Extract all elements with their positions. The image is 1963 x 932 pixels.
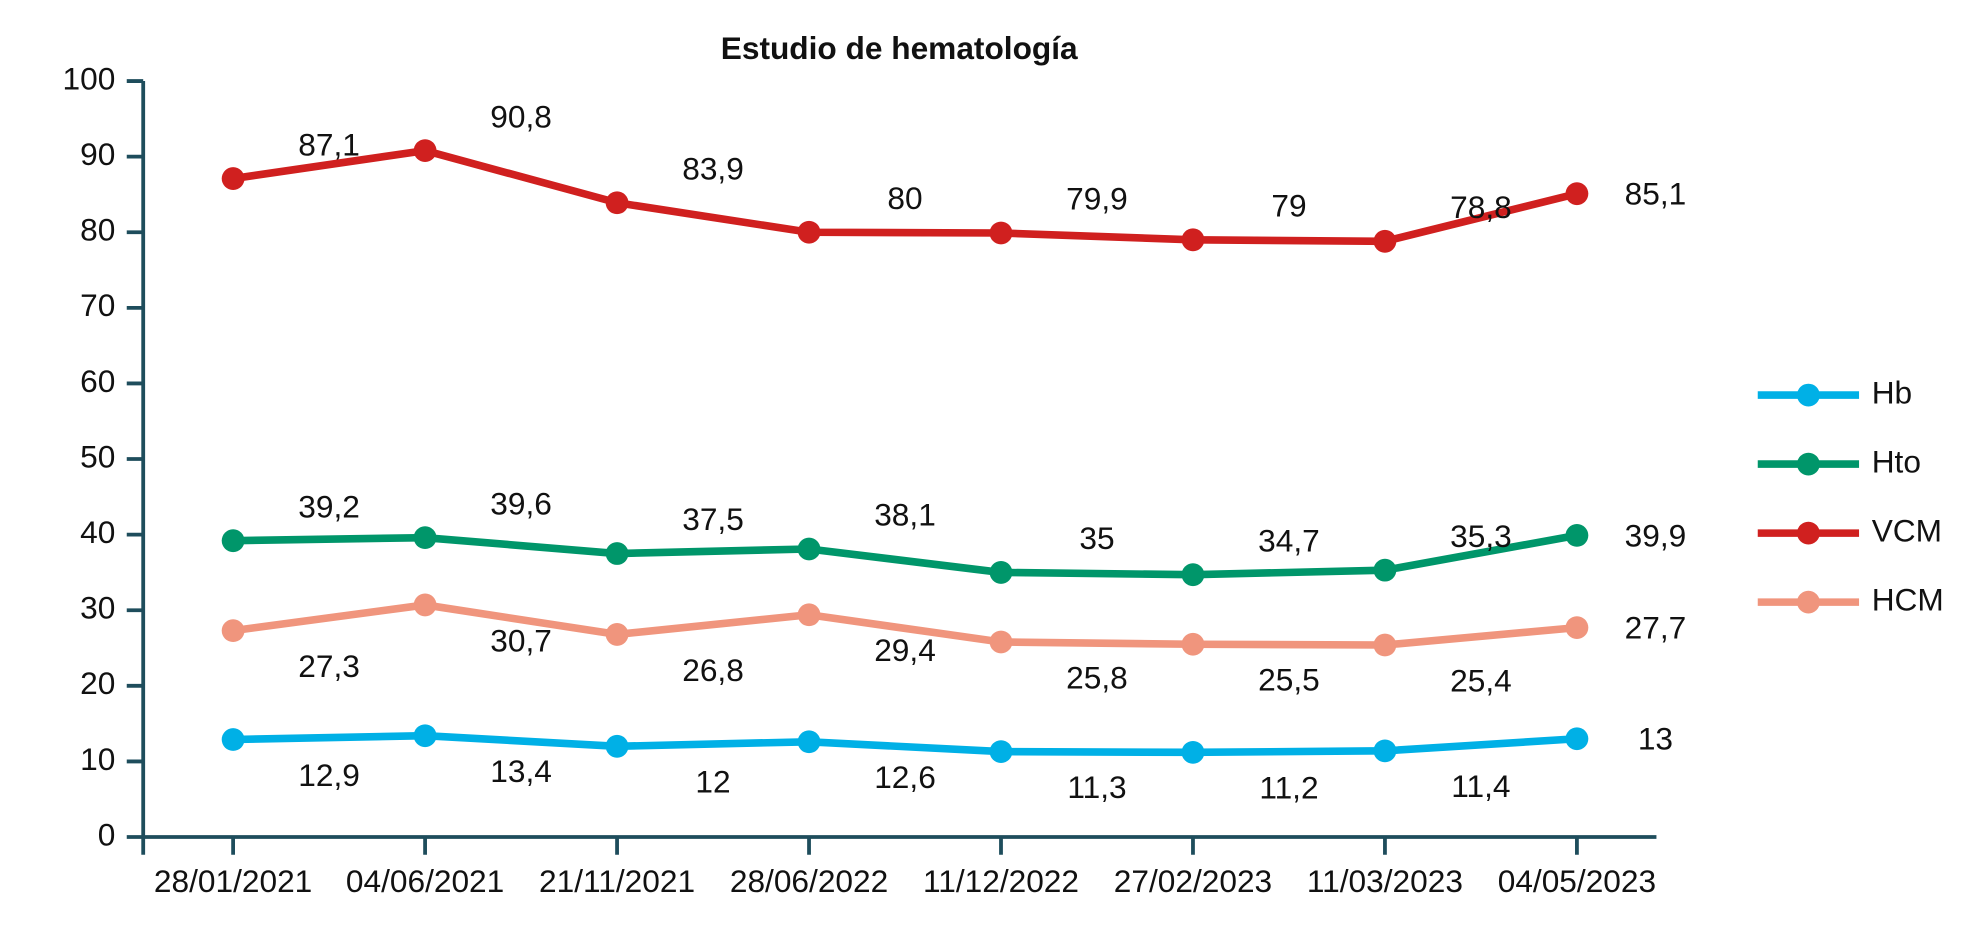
point [797,730,821,754]
data-label: 80 [887,180,922,216]
y-tick-label: 50 [80,438,115,474]
data-label: 12,9 [298,757,360,793]
point [221,529,245,553]
point [1565,523,1589,547]
point [797,220,821,244]
legend-marker [1797,590,1820,614]
point [1181,228,1205,252]
point [1565,727,1589,751]
data-label: 12 [695,764,730,800]
x-tick-label: 11/03/2023 [1307,863,1463,899]
point [1565,182,1589,206]
series-line [232,146,1578,246]
point [797,603,821,627]
point [1181,740,1205,764]
legend-marker [1797,452,1820,476]
y-tick-label: 80 [80,212,115,248]
data-label: 79,9 [1066,181,1128,217]
point [605,191,629,215]
point [1181,563,1205,587]
point [989,630,1013,654]
point [605,734,629,758]
data-label: 29,4 [874,632,936,668]
x-tick-label: 28/01/2021 [154,863,312,899]
data-label: 30,7 [490,622,552,658]
y-tick-label: 60 [80,363,115,399]
data-label: 78,8 [1450,189,1512,225]
data-label: 13 [1638,721,1673,757]
series-line [233,731,1578,757]
point [797,537,821,561]
x-tick-label: 04/05/2023 [1498,863,1656,899]
x-tick-label: 11/12/2022 [923,863,1079,899]
data-label: 39,9 [1625,517,1687,553]
legend-marker [1797,521,1820,545]
data-label: 35,3 [1450,518,1512,554]
data-label: 39,2 [298,488,360,524]
data-label: 39,6 [490,485,552,521]
point [221,728,245,751]
point [221,167,245,190]
point [413,139,437,162]
legend-marker [1797,383,1820,407]
point [1373,558,1397,582]
point [989,561,1013,584]
data-label: 79 [1271,188,1306,224]
data-label: 83,9 [682,150,744,186]
y-tick-label: 10 [80,741,115,777]
data-label: 85,1 [1625,176,1687,212]
data-label: 11,3 [1067,769,1126,805]
data-label: 90,8 [490,98,552,134]
point [605,623,629,646]
data-label: 12,6 [874,759,936,795]
legend-label: HCM [1872,581,1944,617]
data-label: 87,1 [298,126,360,162]
point [605,542,629,565]
point [989,740,1013,763]
y-tick-label: 20 [80,665,115,701]
data-label: 26,8 [682,652,744,688]
x-tick-label: 21/11/2021 [539,863,695,899]
y-tick-label: 30 [80,590,115,626]
x-tick-label: 27/02/2023 [1114,863,1272,899]
data-label: 35 [1079,520,1114,556]
y-tick-label: 90 [80,136,115,172]
point [989,221,1013,245]
data-label: 25,5 [1258,662,1320,698]
data-label: 34,7 [1258,522,1320,558]
y-tick-label: 40 [80,514,115,550]
point [221,619,245,643]
point [1373,229,1397,253]
point [413,724,437,748]
x-tick-label: 04/06/2021 [346,863,504,899]
point [1373,739,1397,763]
data-label: 13,4 [490,753,552,789]
point [1565,616,1589,640]
legend-label: VCM [1872,512,1942,548]
y-tick-label: 70 [80,287,115,323]
data-label: 25,8 [1066,659,1128,695]
data-label: 38,1 [874,497,936,533]
data-label: 27,7 [1625,610,1687,646]
point [1181,632,1205,656]
legend-label: Hb [1872,374,1912,410]
point [1373,633,1397,657]
data-label: 27,3 [298,648,360,684]
series-line [232,601,1578,649]
x-tick-label: 28/06/2022 [730,863,888,899]
y-tick-label: 100 [63,60,116,96]
point [413,526,437,550]
point [413,593,437,617]
data-label: 25,4 [1450,662,1512,698]
y-tick-label: 0 [98,816,116,852]
data-label: 37,5 [682,501,744,537]
data-label: 11,4 [1451,768,1510,804]
chart-title: Estudio de hematología [721,30,1078,66]
legend-label: Hto [1872,443,1921,479]
series-line [233,531,1578,579]
data-label: 11,2 [1259,770,1318,806]
